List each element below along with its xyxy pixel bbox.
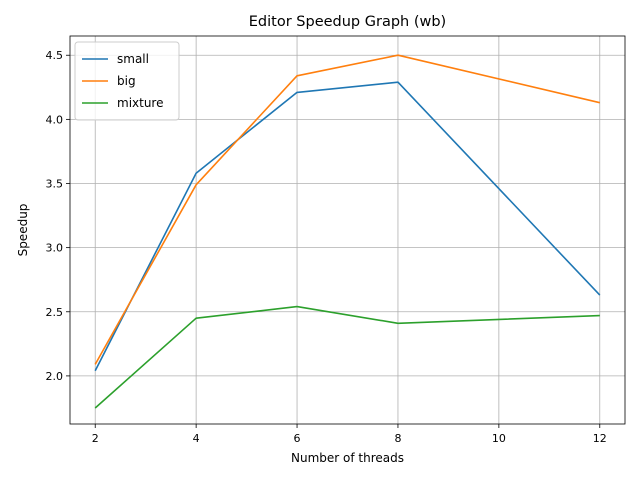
x-tick-label: 6 [294,432,301,445]
legend-label-small: small [117,52,149,66]
y-tick-label: 4.0 [46,113,64,126]
series-line-mixture [94,305,600,409]
series-line-small [94,81,601,372]
y-axis-ticks: 2.0 2.5 3.0 3.5 4.0 4.5 [46,49,70,383]
legend-box [74,41,180,121]
series-lines [94,54,601,409]
x-axis-ticks: 2 4 6 8 10 12 [92,424,607,445]
x-tick-label: 2 [92,432,99,445]
y-tick-label: 2.5 [46,306,64,319]
axes-frame [69,35,626,425]
legend-label-big: big [117,74,136,88]
x-tick-label: 12 [593,432,607,445]
y-tick-label: 3.5 [46,178,64,191]
y-tick-label: 2.0 [46,370,64,383]
y-tick-label: 4.5 [46,49,64,62]
legend: small big mixture [74,41,180,121]
legend-label-mixture: mixture [117,96,164,110]
series-line-big [94,54,600,365]
grid-lines [70,36,625,424]
chart-title: Editor Speedup Graph (wb) [249,14,446,30]
x-tick-label: 8 [394,432,401,445]
x-axis-label: Number of threads [291,451,404,465]
x-tick-label: 10 [492,432,506,445]
x-tick-label: 4 [193,432,200,445]
y-tick-label: 3.0 [46,242,64,255]
y-axis-label: Speedup [16,204,30,257]
